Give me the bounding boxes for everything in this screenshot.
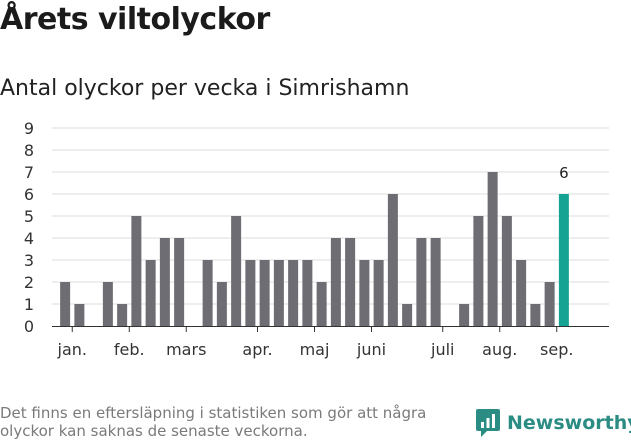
- bar: [60, 282, 71, 326]
- data-labels: 6: [559, 164, 569, 182]
- x-tick-label: mars: [166, 340, 206, 359]
- newsworthy-logo-icon: [476, 409, 500, 437]
- bar: [459, 304, 470, 326]
- bar: [487, 172, 498, 326]
- y-tick-label: 8: [24, 141, 34, 160]
- x-tick-label: sep.: [540, 340, 573, 359]
- bar: [416, 238, 427, 326]
- bar-chart: 0 1 2 3 4 5 6 7 8 9 jan. feb. mars apr. maj juni juli au…: [24, 119, 609, 359]
- grid-lines: [52, 127, 609, 305]
- y-tick-label: 1: [24, 295, 34, 314]
- y-tick-label: 4: [24, 229, 34, 248]
- x-axis: jan. feb. mars apr. maj juni juli aug. sep.: [52, 326, 609, 359]
- bar: [544, 282, 555, 326]
- bar: [202, 260, 213, 326]
- bar: [530, 304, 541, 326]
- chart-subtitle: Antal olyckor per vecka i Simrishamn: [0, 76, 410, 101]
- bar: [516, 260, 527, 326]
- chart-title: Årets viltolyckor: [0, 2, 270, 37]
- bar: [288, 260, 299, 326]
- bars: [60, 172, 569, 326]
- bar: [216, 282, 227, 326]
- y-tick-label: 7: [24, 163, 34, 182]
- bar: [558, 194, 569, 326]
- bar: [302, 260, 313, 326]
- bar: [174, 238, 185, 326]
- bar: [117, 304, 128, 326]
- bar: [402, 304, 413, 326]
- y-tick-label: 5: [24, 207, 34, 226]
- x-tick-label: maj: [300, 340, 330, 359]
- bar: [259, 260, 270, 326]
- y-tick-label: 9: [24, 119, 34, 138]
- highlight-value-label: 6: [559, 164, 569, 182]
- x-tick-label: juni: [356, 340, 386, 359]
- bar: [473, 216, 484, 326]
- bar: [359, 260, 370, 326]
- x-tick-label: apr.: [242, 340, 272, 359]
- brand-name: Newsworthy: [507, 412, 631, 434]
- bar: [501, 216, 512, 326]
- x-tick-label: juli: [430, 340, 454, 359]
- bar: [373, 260, 384, 326]
- y-tick-label: 0: [24, 317, 34, 336]
- footnote: Det finns en eftersläpning i statistiken…: [0, 404, 427, 440]
- x-tick-label: jan.: [57, 340, 87, 359]
- bar: [74, 304, 85, 326]
- bar: [345, 238, 356, 326]
- bar: [316, 282, 327, 326]
- bar: [159, 238, 170, 326]
- bar: [102, 282, 113, 326]
- y-tick-label: 3: [24, 251, 34, 270]
- bar: [231, 216, 242, 326]
- bar: [145, 260, 156, 326]
- bar: [330, 238, 341, 326]
- bar: [131, 216, 142, 326]
- bar: [430, 238, 441, 326]
- brand-logo: Newsworthy: [475, 408, 631, 438]
- x-tick-label: feb.: [114, 340, 145, 359]
- y-axis-ticks: 0 1 2 3 4 5 6 7 8 9: [24, 119, 34, 336]
- y-tick-label: 2: [24, 273, 34, 292]
- y-tick-label: 6: [24, 185, 34, 204]
- bar: [245, 260, 256, 326]
- x-tick-label: aug.: [482, 340, 517, 359]
- bar: [387, 194, 398, 326]
- bar: [273, 260, 284, 326]
